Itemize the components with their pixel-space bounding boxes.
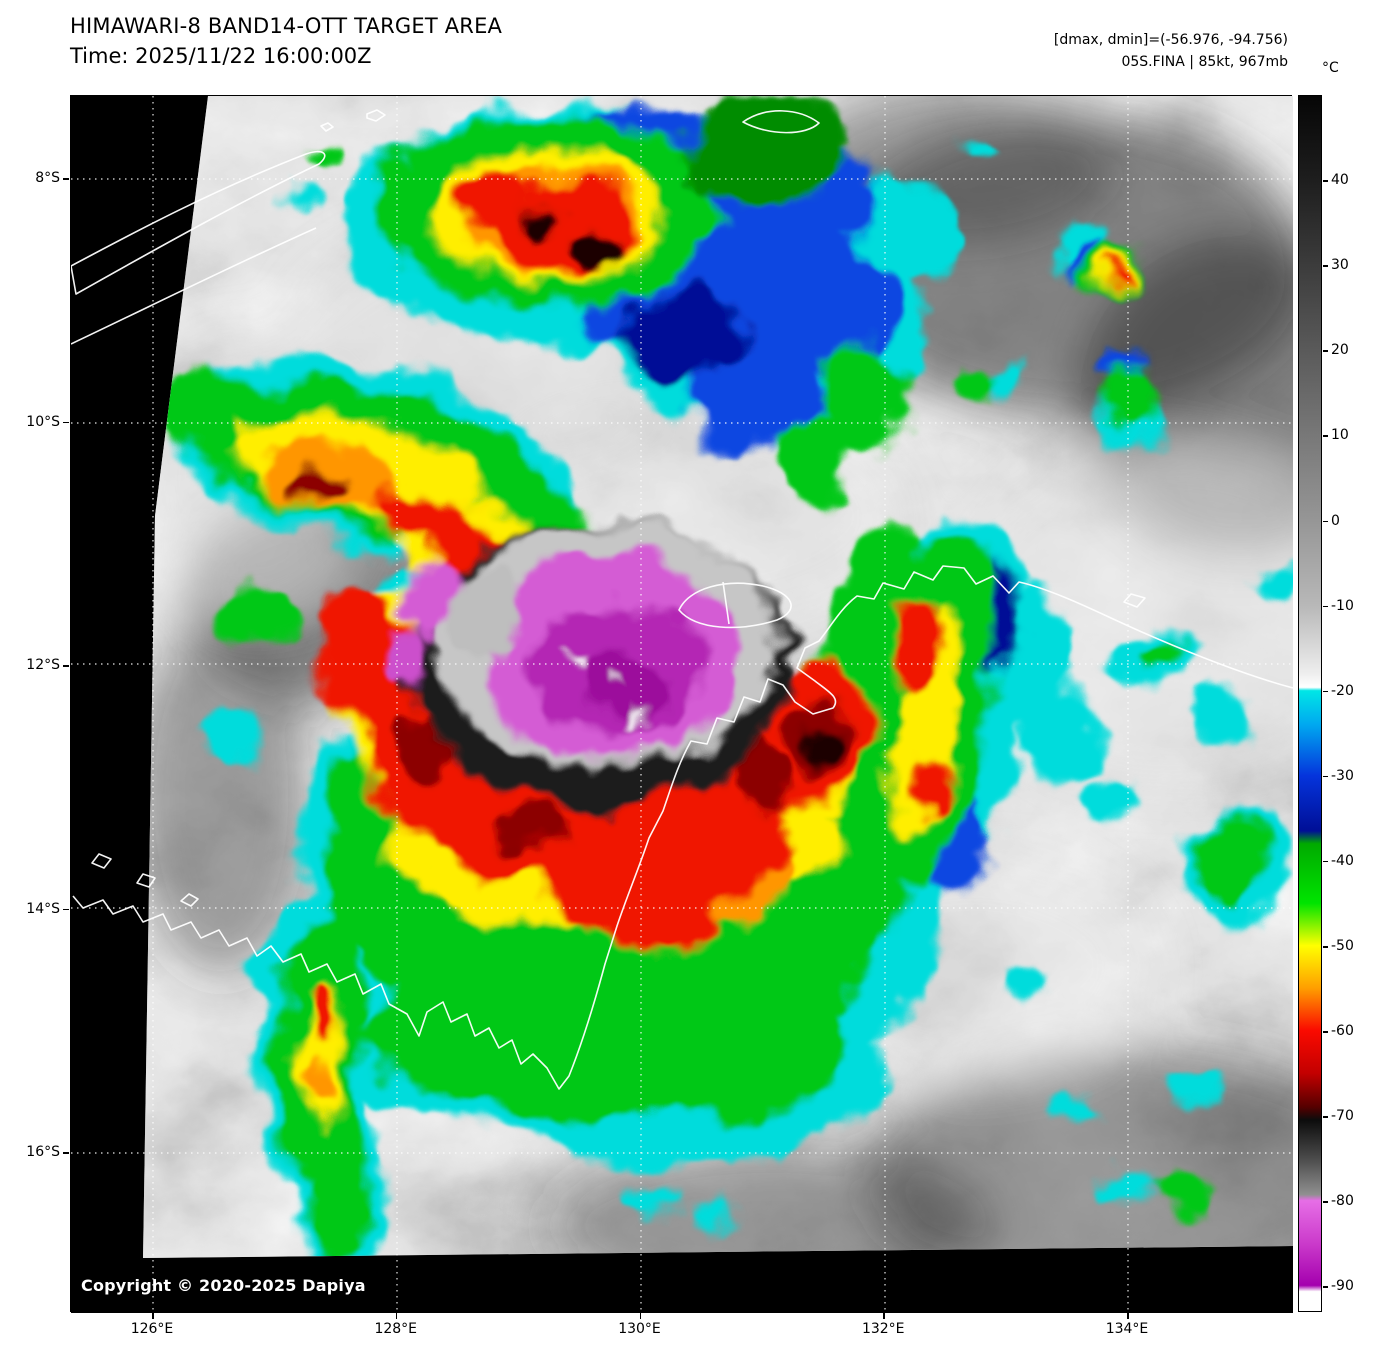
colorbar-tick-mark	[1323, 1031, 1328, 1033]
storm-info: 05S.FINA | 85kt, 967mb	[1121, 54, 1288, 70]
lat-tick-mark	[63, 665, 69, 667]
satellite-map-plot: Copyright © 2020-2025 Dapiya	[70, 95, 1293, 1313]
lon-tick-label: 130°E	[618, 1321, 661, 1337]
coastline-timor	[71, 150, 326, 295]
lat-tick-label: 8°S	[35, 170, 60, 186]
lat-tick-mark	[63, 908, 69, 910]
lon-tick-label: 128°E	[374, 1321, 418, 1337]
lat-tick-label: 16°S	[26, 1144, 60, 1160]
lat-tick-label: 10°S	[26, 413, 60, 430]
grid-lines	[71, 96, 1293, 1313]
colorbar-tick-mark	[1323, 690, 1328, 693]
lat-tick-label: 12°S	[26, 657, 60, 673]
coldest-pixel-speck	[568, 653, 586, 666]
colorbar-tick-label: -40	[1331, 852, 1354, 869]
coastline-melville-island	[678, 582, 792, 629]
colorbar-tick-mark	[1323, 860, 1328, 863]
colorbar-tick-label: 40	[1331, 172, 1349, 189]
colorbar-tick-label: 30	[1331, 257, 1349, 274]
colorbar-tick-label: -90	[1331, 1278, 1354, 1295]
lat-tick-mark	[63, 421, 69, 423]
colorbar-tick-mark	[1323, 350, 1328, 352]
lat-tick-mark	[63, 178, 69, 180]
lon-tick-mark	[152, 1313, 154, 1319]
colorbar-tick-label: -20	[1331, 682, 1354, 699]
colorbar-tick-mark	[1323, 1116, 1328, 1118]
temperature-colorbar	[1298, 95, 1322, 1312]
lon-tick-mark	[395, 1313, 398, 1319]
colorbar-tick-label: -70	[1331, 1108, 1354, 1125]
colorbar-tick-label: -60	[1331, 1023, 1354, 1040]
page-title: HIMAWARI-8 BAND14-OTT TARGET AREA	[70, 14, 503, 38]
lat-tick-mark	[63, 1152, 69, 1154]
colorbar-unit: °C	[1322, 60, 1339, 76]
lon-tick-mark	[1127, 1313, 1129, 1319]
lon-tick-label: 134°E	[1105, 1321, 1149, 1337]
coldest-red-cores	[519, 200, 841, 764]
colorbar-tick-label: 20	[1331, 342, 1349, 359]
coastline-australia	[72, 565, 1293, 1090]
colorbar-tick-mark	[1323, 946, 1328, 948]
colorbar-tick-mark	[1323, 180, 1328, 182]
colorbar-tick-mark	[1323, 1286, 1328, 1288]
colorbar-tick-mark	[1323, 265, 1328, 267]
lon-tick-mark	[639, 1313, 641, 1319]
colorbar-tick-label: -10	[1331, 597, 1354, 614]
colorbar-tick-mark	[1323, 1201, 1328, 1203]
lat-tick-label: 14°S	[26, 900, 60, 917]
convection-layer	[155, 96, 1293, 1258]
timestamp: Time: 2025/11/22 16:00:00Z	[70, 44, 372, 68]
colorbar-tick-mark	[1323, 435, 1328, 437]
colorbar-tick-mark	[1323, 605, 1328, 608]
satellite-image	[71, 96, 1293, 1313]
copyright-notice: Copyright © 2020-2025 Dapiya	[81, 1276, 366, 1295]
coastlines	[71, 109, 1293, 1090]
colorbar-tick-label: -80	[1331, 1193, 1354, 1210]
colorbar-tick-mark	[1323, 520, 1328, 523]
colorbar-tick-label: 0	[1331, 512, 1340, 529]
colorbar-tick-mark	[1323, 775, 1328, 778]
colorbar-tick-label: -50	[1331, 938, 1354, 955]
lon-tick-label: 132°E	[861, 1321, 905, 1337]
colorbar-tick-label: -30	[1331, 767, 1354, 784]
colorbar-tick-label: 10	[1331, 427, 1349, 444]
dark-green-layer	[683, 96, 843, 203]
lon-tick-label: 126°E	[130, 1321, 174, 1337]
lon-tick-mark	[883, 1313, 885, 1319]
dmax-dmin-readout: [dmax, dmin]=(-56.976, -94.756)	[1053, 32, 1288, 48]
cdo-core	[575, 653, 671, 719]
